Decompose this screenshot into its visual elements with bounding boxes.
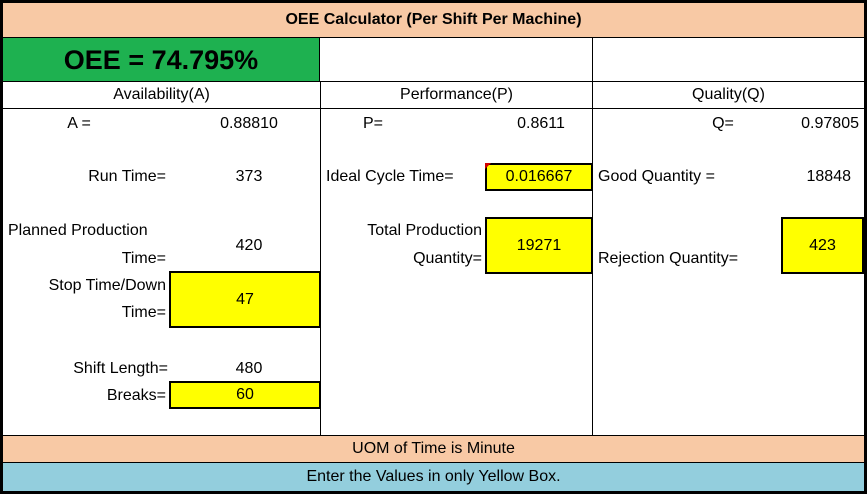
shift-length-label: Shift Length= [73, 360, 168, 377]
planned-production-label-line1: Planned Production [8, 222, 148, 239]
instruction-note: Enter the Values in only Yellow Box. [3, 463, 864, 491]
quality-header: Quality(Q) [692, 86, 765, 103]
p-value: 0.8611 [517, 115, 565, 132]
good-quantity-value: 18848 [806, 168, 852, 185]
good-quantity-label: Good Quantity = [598, 168, 715, 185]
uom-note: UOM of Time is Minute [3, 435, 864, 463]
grid-line [592, 38, 593, 82]
rejection-quantity-input[interactable]: 423 [781, 217, 864, 274]
performance-header: Performance(P) [400, 86, 513, 103]
stop-time-label-line1: Stop Time/Down [48, 277, 166, 294]
breaks-input[interactable]: 60 [169, 381, 321, 409]
total-production-input[interactable]: 19271 [485, 217, 593, 274]
run-time-value: 373 [235, 168, 263, 185]
grid-line [3, 81, 864, 82]
a-label: A = [67, 115, 91, 132]
ideal-cycle-time-input[interactable]: 0.016667 [485, 163, 593, 191]
rejection-quantity-label: Rejection Quantity= [598, 250, 739, 267]
total-production-label-line2: Quantity= [413, 250, 482, 267]
oee-result: OEE = 74.795% [3, 38, 320, 82]
total-production-label-line1: Total Production [367, 222, 482, 239]
comment-indicator-icon[interactable] [485, 163, 491, 169]
q-value: 0.97805 [801, 115, 859, 132]
p-label: P= [362, 115, 383, 132]
sheet-title: OEE Calculator (Per Shift Per Machine) [3, 3, 864, 38]
grid-line [3, 108, 864, 109]
q-label: Q= [712, 115, 734, 132]
planned-production-label-line2: Time= [121, 250, 166, 267]
stop-time-label-line2: Time= [121, 304, 166, 321]
grid-line [320, 82, 321, 435]
a-value: 0.88810 [220, 115, 278, 132]
stop-time-input[interactable]: 47 [169, 271, 321, 328]
run-time-label: Run Time= [88, 168, 166, 185]
planned-production-value: 420 [235, 237, 263, 254]
breaks-label: Breaks= [106, 387, 166, 404]
availability-header: Availability(A) [113, 86, 210, 103]
ideal-cycle-time-label: Ideal Cycle Time= [326, 168, 454, 185]
shift-length-value: 480 [235, 360, 263, 377]
